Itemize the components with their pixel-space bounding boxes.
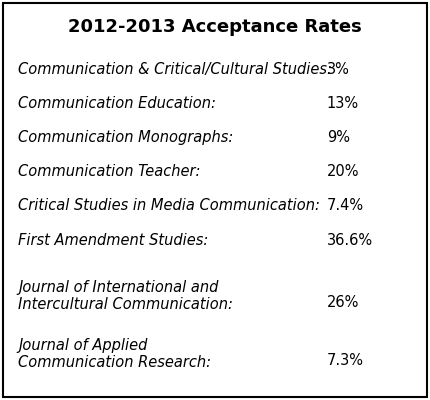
Text: 7.3%: 7.3% bbox=[327, 353, 364, 368]
Text: Communication Teacher:: Communication Teacher: bbox=[18, 164, 200, 179]
Text: First Amendment Studies:: First Amendment Studies: bbox=[18, 233, 208, 248]
Text: 3%: 3% bbox=[327, 62, 350, 77]
Text: 36.6%: 36.6% bbox=[327, 233, 373, 248]
Text: Communication Monographs:: Communication Monographs: bbox=[18, 130, 233, 145]
Text: Communication & Critical/Cultural Studies:: Communication & Critical/Cultural Studie… bbox=[18, 62, 332, 77]
Text: 2012-2013 Acceptance Rates: 2012-2013 Acceptance Rates bbox=[68, 18, 362, 36]
Text: 26%: 26% bbox=[327, 295, 359, 310]
FancyBboxPatch shape bbox=[3, 3, 427, 397]
Text: 7.4%: 7.4% bbox=[327, 198, 364, 213]
Text: Journal of International and
Intercultural Communication:: Journal of International and Intercultur… bbox=[18, 280, 233, 312]
Text: Journal of Applied
Communication Research:: Journal of Applied Communication Researc… bbox=[18, 338, 211, 370]
Text: 20%: 20% bbox=[327, 164, 359, 179]
Text: 9%: 9% bbox=[327, 130, 350, 145]
Text: Communication Education:: Communication Education: bbox=[18, 96, 216, 111]
Text: 13%: 13% bbox=[327, 96, 359, 111]
Text: Critical Studies in Media Communication:: Critical Studies in Media Communication: bbox=[18, 198, 320, 213]
